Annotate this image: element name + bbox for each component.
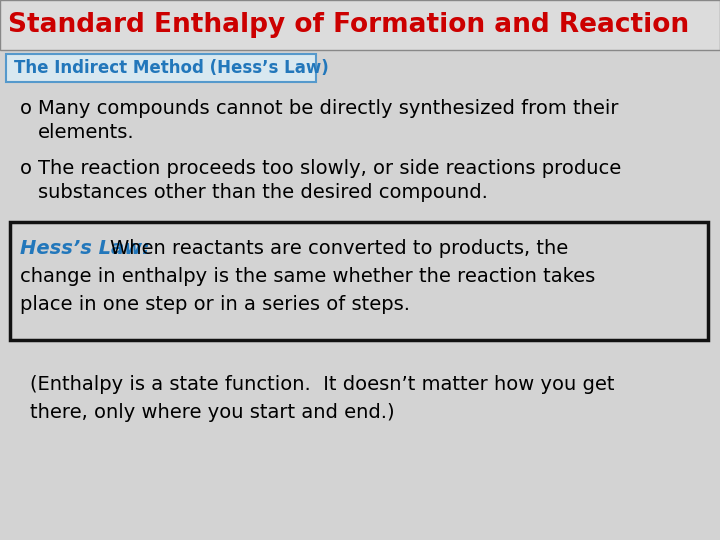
Text: The Indirect Method (Hess’s Law): The Indirect Method (Hess’s Law) xyxy=(14,59,329,77)
Text: o: o xyxy=(20,159,32,178)
Text: elements.: elements. xyxy=(38,124,135,143)
Text: When reactants are converted to products, the: When reactants are converted to products… xyxy=(110,239,568,258)
Text: substances other than the desired compound.: substances other than the desired compou… xyxy=(38,184,488,202)
Text: Hess’s Law:: Hess’s Law: xyxy=(20,239,150,258)
Text: o: o xyxy=(20,98,32,118)
FancyBboxPatch shape xyxy=(6,54,316,82)
Text: place in one step or in a series of steps.: place in one step or in a series of step… xyxy=(20,294,410,314)
Text: there, only where you start and end.): there, only where you start and end.) xyxy=(30,403,395,422)
Text: (Enthalpy is a state function.  It doesn’t matter how you get: (Enthalpy is a state function. It doesn’… xyxy=(30,375,614,395)
FancyBboxPatch shape xyxy=(10,222,708,340)
FancyBboxPatch shape xyxy=(0,0,720,50)
Text: Many compounds cannot be directly synthesized from their: Many compounds cannot be directly synthe… xyxy=(38,98,618,118)
Text: Standard Enthalpy of Formation and Reaction: Standard Enthalpy of Formation and React… xyxy=(8,12,689,38)
Text: change in enthalpy is the same whether the reaction takes: change in enthalpy is the same whether t… xyxy=(20,267,595,286)
Text: The reaction proceeds too slowly, or side reactions produce: The reaction proceeds too slowly, or sid… xyxy=(38,159,621,178)
